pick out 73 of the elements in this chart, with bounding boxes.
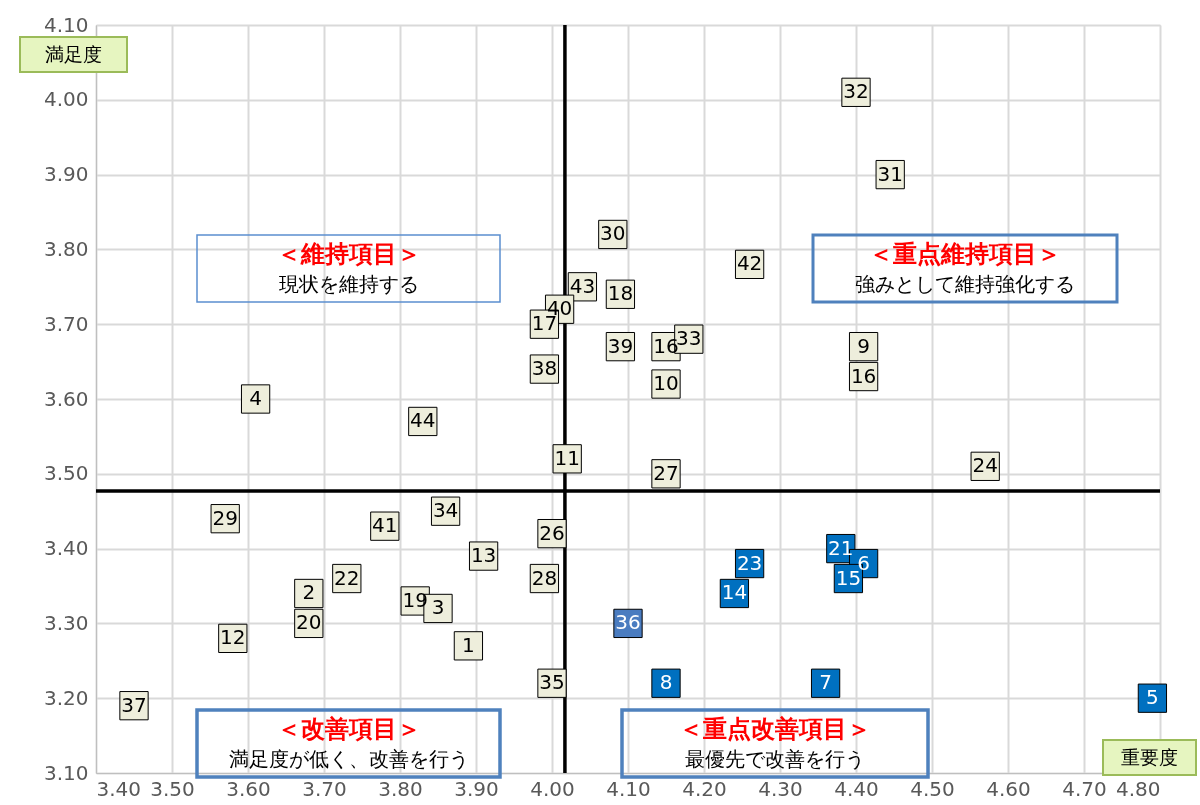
x-tick-label: 4.20: [682, 776, 727, 801]
x-tick-label: 4.10: [606, 776, 651, 801]
y-tick-label: 3.50: [43, 461, 89, 486]
annotation: 14: [721, 580, 748, 605]
y-tick-label: 4.10: [43, 12, 89, 37]
annotation: 8: [659, 670, 673, 695]
y-tick-label: 3.10: [43, 760, 89, 785]
annotation: 11: [554, 445, 580, 470]
annotation: 35: [539, 670, 565, 695]
x-tick-label: 4.60: [986, 776, 1031, 801]
x-tick-label: 4.40: [834, 776, 879, 801]
x-axis-title: 重要度: [1121, 745, 1178, 768]
annotation: 26: [539, 520, 565, 545]
annotation: 7: [819, 670, 832, 695]
annotation: 30: [600, 221, 626, 246]
annotation: 39: [607, 333, 634, 358]
annotation: 31: [877, 161, 903, 186]
y-tick-label: 3.80: [43, 236, 89, 261]
x-tick-label: 4.50: [910, 776, 955, 801]
y-axis-title: 満足度: [45, 42, 102, 65]
x-tick-label: 3.80: [378, 776, 423, 801]
x-tick-label: 4.00: [530, 776, 575, 801]
x-tick-label: 4.70: [1062, 776, 1107, 801]
annotation: 20: [296, 610, 322, 635]
annotation: ＜重点維持項目＞: [869, 240, 1061, 268]
annotation: 9: [857, 333, 870, 358]
x-tick-label: 3.60: [226, 776, 271, 801]
annotation: ＜重点改善項目＞: [679, 715, 871, 743]
x-tick-label: 4.80: [1115, 776, 1161, 801]
annotation: 42: [736, 251, 763, 276]
annotation: 4: [249, 386, 262, 410]
x-tick-label: 3.70: [302, 776, 347, 801]
y-tick-label: 3.60: [43, 386, 89, 411]
x-tick-label: 3.40: [96, 776, 142, 801]
y-tick-label: 3.20: [43, 685, 89, 710]
annotation: 22: [334, 565, 360, 590]
annotation: 21: [828, 535, 854, 560]
y-tick-label: 3.30: [43, 610, 89, 635]
annotation: 43: [569, 273, 596, 298]
annotation: 16: [850, 363, 877, 388]
annotation: 現状を維持する: [278, 272, 419, 296]
annotation: 10: [653, 371, 679, 396]
x-tick-label: 3.50: [150, 776, 195, 801]
annotation: ＜維持項目＞: [276, 240, 421, 268]
annotation: 23: [736, 550, 763, 575]
y-tick-label: 3.70: [43, 311, 89, 336]
annotation: 13: [470, 543, 497, 568]
x-tick-label: 4.30: [758, 776, 803, 801]
annotation: 37: [121, 692, 147, 717]
annotation: 3: [431, 595, 445, 620]
annotation: 最優先で改善を行う: [685, 747, 865, 771]
annotation: 強みとして維持強化する: [855, 272, 1075, 296]
annotation: 24: [972, 453, 998, 478]
annotation: 27: [653, 460, 679, 485]
annotation: 44: [410, 408, 436, 433]
y-tick-label: 3.40: [43, 536, 89, 561]
annotation: 32: [843, 79, 869, 104]
annotation: 5: [1146, 685, 1159, 710]
annotation: 1: [462, 632, 475, 657]
annotation: 36: [615, 610, 641, 635]
y-tick-label: 4.00: [43, 87, 89, 112]
annotation: 28: [531, 565, 558, 590]
x-tick-label: 3.90: [454, 776, 499, 801]
annotation: 34: [432, 498, 459, 523]
y-tick-label: 3.90: [43, 162, 89, 187]
annotation: ＜改善項目＞: [276, 715, 421, 743]
annotation: 2: [302, 580, 316, 605]
annotation: 29: [212, 505, 238, 530]
annotation: 12: [220, 625, 246, 650]
annotation: 38: [531, 356, 558, 381]
annotation: 41: [372, 513, 398, 538]
annotation: 満足度が低く、改善を行う: [228, 747, 469, 771]
annotation: 18: [607, 281, 634, 306]
